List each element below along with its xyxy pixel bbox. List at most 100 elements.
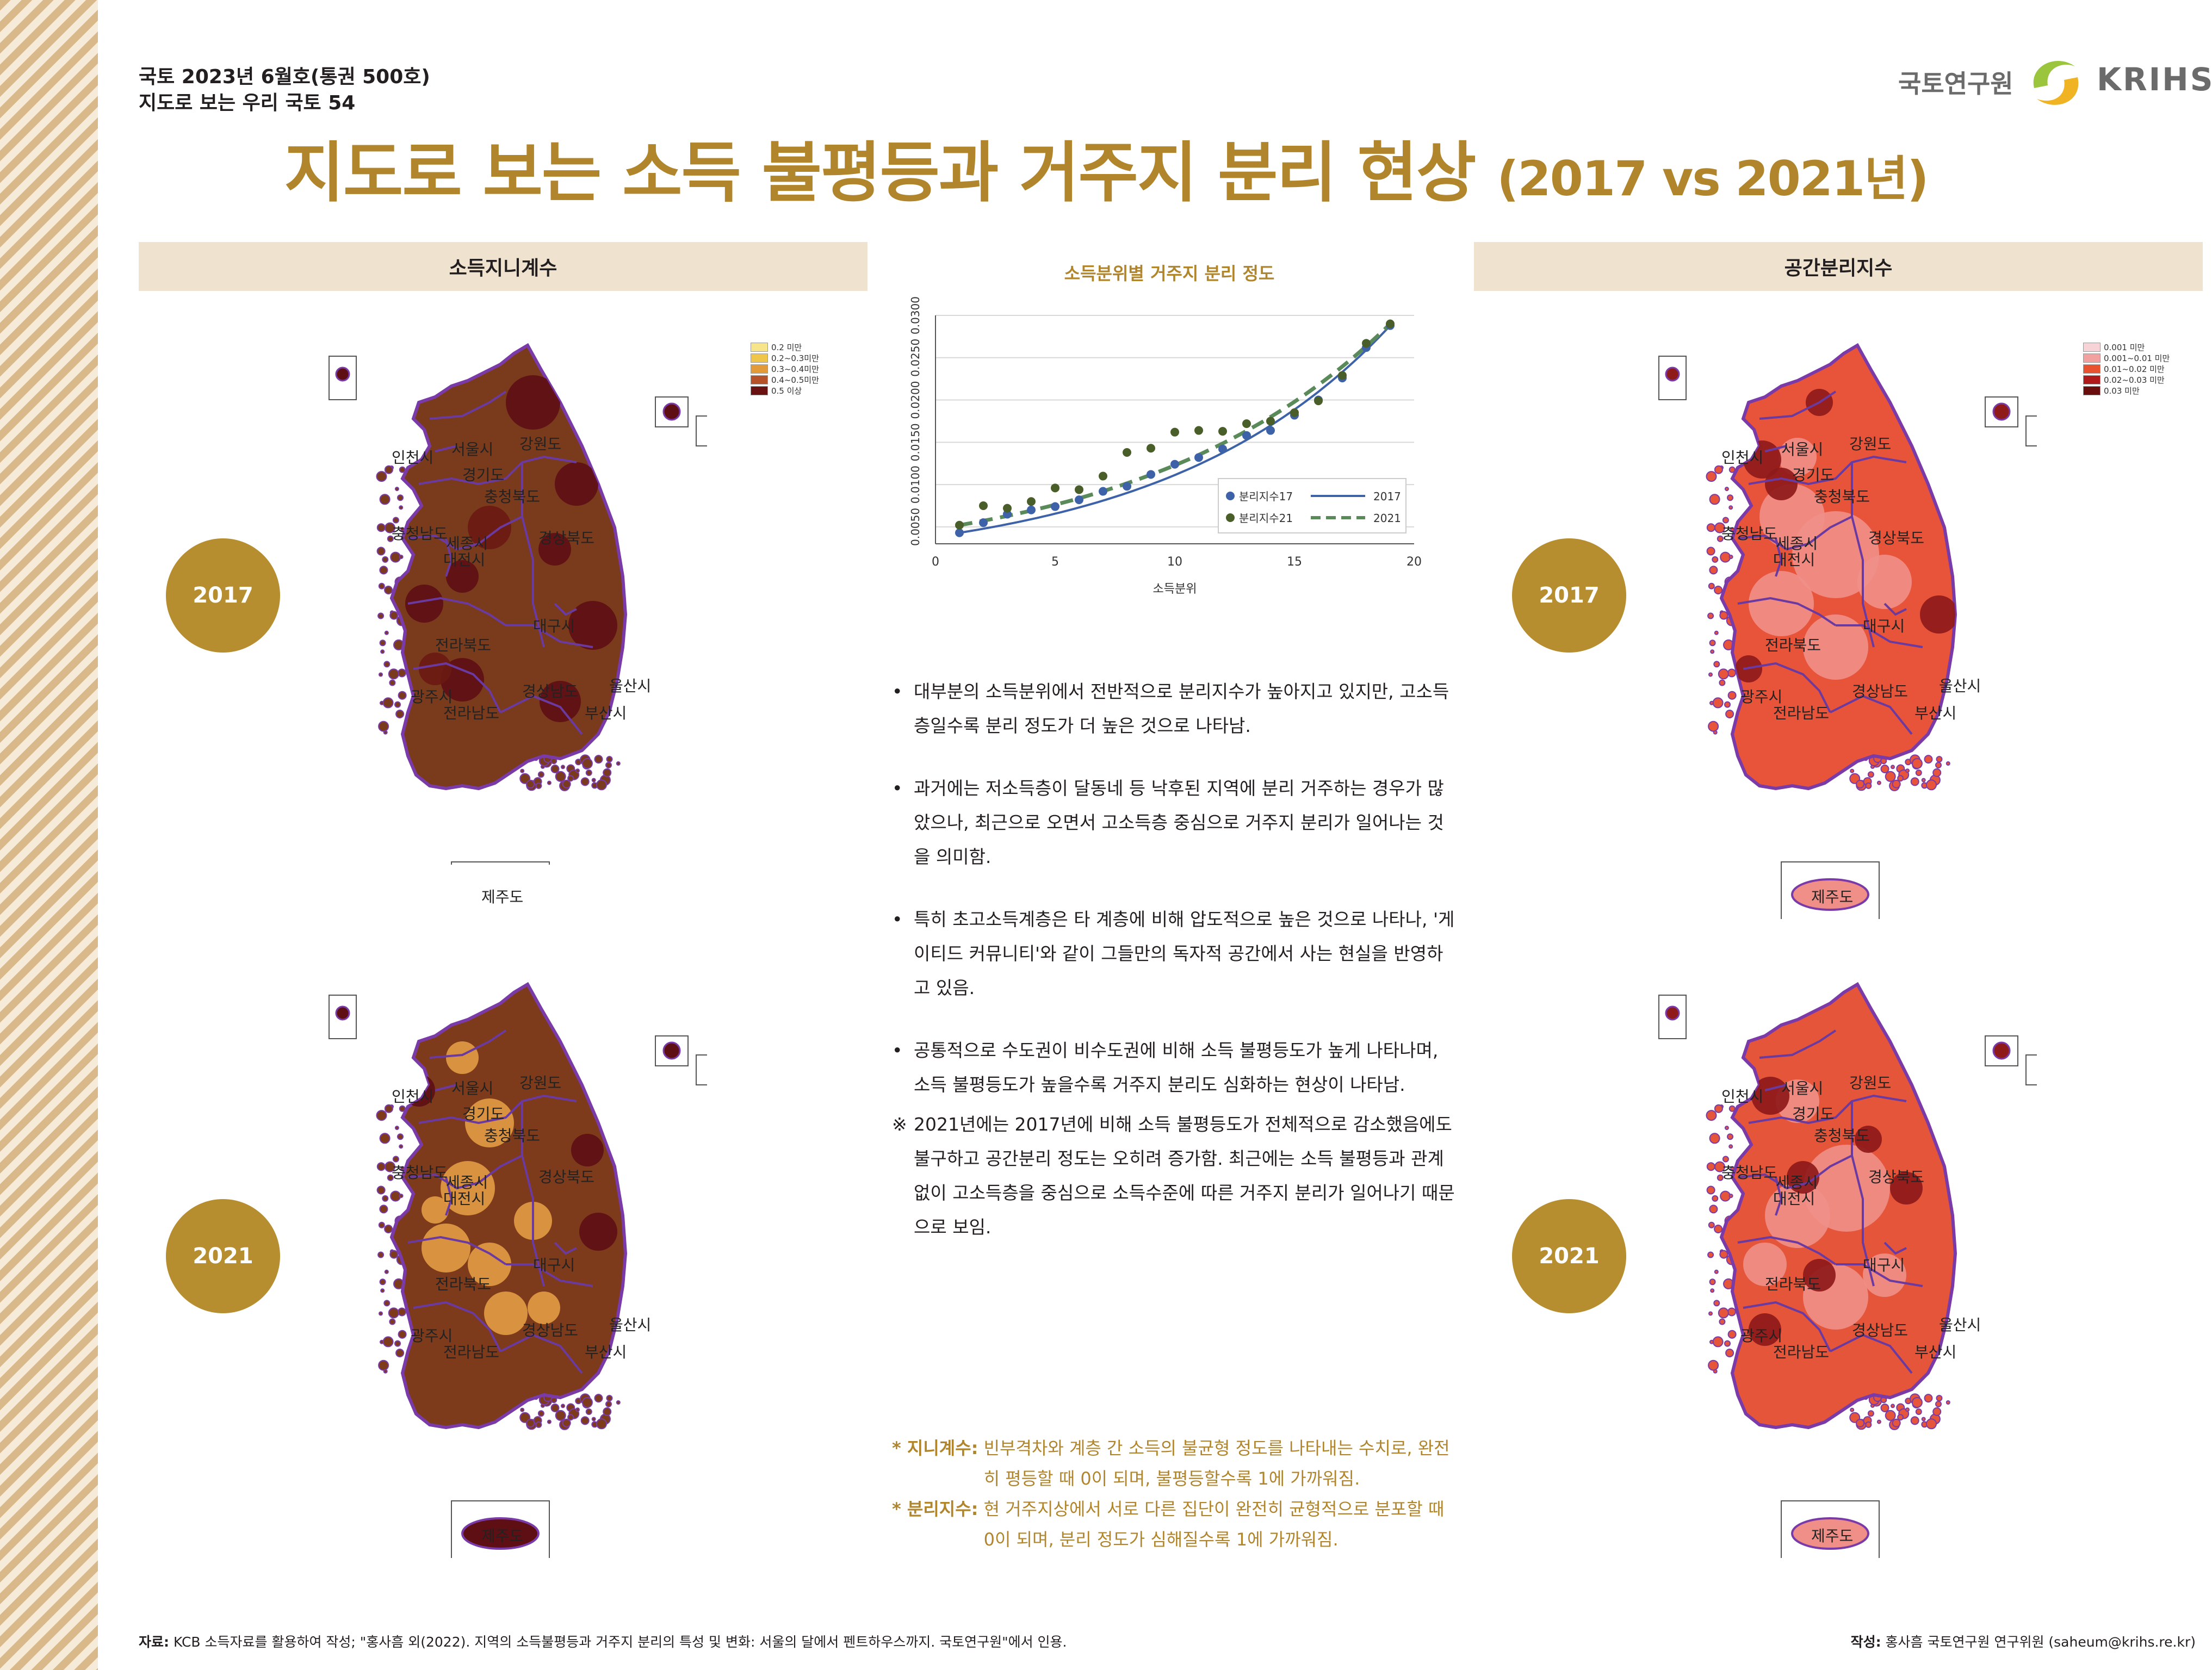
- map-label-ulsan: 울산시: [1939, 1316, 1981, 1334]
- island: [390, 551, 401, 563]
- data-point: [1051, 483, 1059, 493]
- data-point: [979, 518, 988, 527]
- jeju-island: [1791, 1517, 1869, 1550]
- island: [384, 1104, 393, 1113]
- island: [1718, 668, 1729, 680]
- island: [561, 765, 565, 769]
- province-border: [445, 538, 453, 577]
- island: [382, 556, 389, 563]
- bullet-item: • 공통적으로 수도권이 비수도권에 비해 소득 불평등도가 높게 나타나며, 소…: [892, 1040, 1439, 1095]
- island: [1915, 769, 1922, 776]
- data-point: [1314, 396, 1323, 406]
- island: [382, 697, 394, 709]
- map-label-gyeongnam: 경상남도: [522, 1321, 579, 1339]
- map-label-daegu: 대구시: [1863, 617, 1905, 635]
- island: [616, 761, 621, 766]
- island: [1708, 1359, 1719, 1371]
- island: [1885, 771, 1896, 782]
- island: [389, 611, 399, 620]
- data-point: [1242, 431, 1251, 440]
- data-point: [955, 528, 964, 537]
- island: [379, 1278, 386, 1286]
- data-point: [1338, 371, 1347, 380]
- island: [387, 1174, 394, 1181]
- province-border: [1764, 1084, 1787, 1091]
- island: [1727, 1330, 1737, 1339]
- map-label-daejeon: 대전시: [1773, 1190, 1816, 1208]
- province-border: [1737, 1236, 1837, 1265]
- province-border: [500, 1333, 583, 1374]
- ulleung-island: [662, 1041, 681, 1060]
- x-tick-label: 15: [1287, 555, 1302, 569]
- island: [1926, 1418, 1937, 1430]
- island: [377, 1251, 385, 1258]
- island: [392, 1156, 399, 1163]
- note-item: ※ 2021년에는 2017년에 비해 소득 불평등도가 전체적으로 감소했음에도…: [892, 1114, 1455, 1238]
- island: [575, 768, 580, 773]
- island: [389, 1318, 396, 1325]
- island: [1727, 691, 1737, 700]
- island: [1945, 761, 1950, 766]
- island: [603, 768, 612, 777]
- province-border: [445, 1177, 453, 1216]
- map-label-gyeongbuk: 경상북도: [538, 1168, 595, 1186]
- island: [379, 566, 388, 575]
- map-label-gyeonggi: 경기도: [462, 1105, 505, 1123]
- data-point: [1194, 453, 1203, 462]
- district-patch: [446, 1041, 479, 1074]
- island: [605, 1401, 612, 1407]
- island: [397, 494, 404, 501]
- island: [591, 778, 596, 783]
- island: [1921, 1417, 1926, 1421]
- island: [387, 535, 394, 542]
- district-patch: [419, 653, 451, 685]
- island: [562, 1418, 571, 1427]
- island: [1713, 1369, 1718, 1374]
- province-border: [554, 603, 577, 616]
- legend-swatch: [2083, 342, 2101, 352]
- province-border: [429, 390, 507, 420]
- district-patch: [441, 1161, 495, 1215]
- island: [1717, 1174, 1724, 1181]
- legend-swatch: [751, 375, 768, 384]
- island: [1714, 1161, 1725, 1172]
- island: [1712, 1336, 1724, 1348]
- map-gini-2017: 서울시 인천시 강원도 경기도 충청북도 충청남도 세종시 대전시 경상북도 대구시 전라북도 광주시…: [326, 321, 707, 906]
- data-point: [1218, 444, 1227, 454]
- island: [526, 1419, 535, 1427]
- map-label-jeonnam: 전라남도: [1773, 1343, 1830, 1361]
- map-label-gwangju: 광주시: [411, 1327, 453, 1345]
- year-badge-left-2021: 2021: [166, 1199, 280, 1313]
- panel-head-gini: 소득지니계수: [139, 242, 868, 291]
- map-label-gangwon: 강원도: [1849, 1074, 1892, 1092]
- map-label-ulsan: 울산시: [609, 677, 652, 695]
- island: [399, 1194, 404, 1199]
- map-label-gyeongbuk: 경상북도: [1868, 529, 1925, 547]
- island: [555, 1410, 566, 1421]
- legend-item: 0.001 미만: [2083, 342, 2170, 352]
- inset-box: [2025, 1054, 2037, 1085]
- island: [1891, 765, 1895, 769]
- island: [1720, 551, 1731, 563]
- map-label-busan: 부산시: [585, 704, 627, 722]
- island: [378, 1359, 389, 1371]
- island: [567, 1414, 574, 1421]
- legend-gini: 0.2 미만 0.2~0.3미만 0.3~0.4미만 0.4~0.5미만 0.5…: [751, 342, 819, 396]
- map-label-chungnam: 충청남도: [392, 525, 448, 543]
- island: [384, 1225, 393, 1233]
- legend-item: 0.01~0.02 미만: [2083, 363, 2170, 374]
- island: [581, 758, 593, 769]
- inset-box: [1658, 995, 1687, 1039]
- data-point: [1003, 504, 1012, 513]
- island: [394, 701, 401, 708]
- legend-series-label: 분리지수17: [1239, 490, 1293, 503]
- island: [399, 1144, 404, 1149]
- province-border: [407, 516, 523, 551]
- island: [537, 1410, 544, 1417]
- district-patch: [568, 601, 617, 650]
- island: [535, 782, 542, 789]
- island: [377, 612, 385, 619]
- data-point: [1290, 408, 1299, 417]
- map-label-seoul: 서울시: [451, 1079, 494, 1097]
- map-label-chungbuk: 충청북도: [1814, 1127, 1870, 1145]
